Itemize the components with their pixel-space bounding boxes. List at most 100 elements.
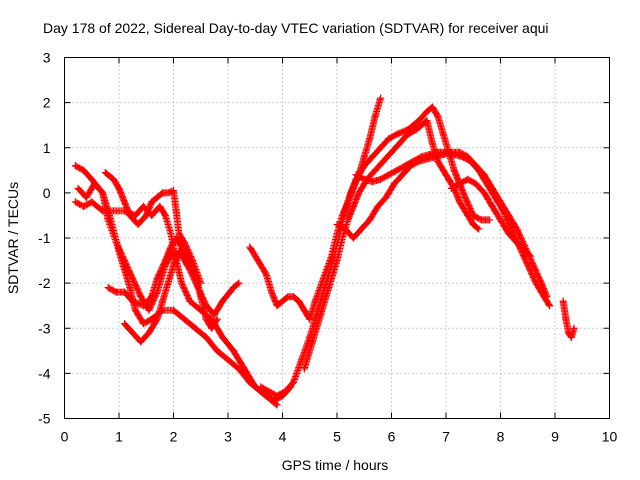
data-point xyxy=(219,297,227,305)
data-point xyxy=(153,315,161,323)
data-point xyxy=(279,297,286,305)
data-point xyxy=(126,211,134,219)
data-point xyxy=(110,207,118,215)
data-point xyxy=(355,189,363,197)
data-point xyxy=(546,302,554,310)
data-point xyxy=(170,187,177,195)
data-point xyxy=(235,279,243,287)
data-point xyxy=(71,162,79,170)
data-point xyxy=(442,148,450,156)
data-point xyxy=(480,189,488,197)
x-tick-label: 10 xyxy=(602,429,618,445)
series-arc-13 xyxy=(559,297,578,341)
data-point xyxy=(475,166,483,174)
data-point xyxy=(126,284,134,292)
data-point xyxy=(532,279,540,287)
data-point xyxy=(178,279,186,287)
y-tick-label: 3 xyxy=(43,50,51,66)
series-arc-6 xyxy=(120,248,221,346)
data-point xyxy=(142,211,150,219)
data-point xyxy=(268,288,276,296)
data-point xyxy=(300,306,308,314)
data-point xyxy=(464,211,472,219)
data-point xyxy=(456,180,464,188)
data-point xyxy=(505,229,513,237)
data-point xyxy=(360,175,368,183)
data-point xyxy=(120,288,128,296)
data-point xyxy=(338,234,346,242)
data-point xyxy=(450,151,458,159)
data-point xyxy=(273,401,281,409)
data-point xyxy=(164,279,172,287)
x-tick-label: 4 xyxy=(279,429,287,445)
data-point xyxy=(417,121,425,129)
data-point xyxy=(475,225,483,233)
data-point xyxy=(499,207,507,215)
data-point xyxy=(71,198,79,206)
data-point xyxy=(153,193,161,201)
plus-markers-arc-7 xyxy=(246,94,385,323)
data-point xyxy=(80,166,88,174)
data-point xyxy=(172,234,180,242)
series-arc-3 xyxy=(74,180,243,319)
data-point xyxy=(344,216,352,224)
series-arc-5 xyxy=(104,234,191,310)
data-point xyxy=(186,297,194,305)
data-point xyxy=(477,216,485,224)
data-point xyxy=(180,315,188,323)
data-point xyxy=(115,184,123,192)
data-point xyxy=(464,175,472,183)
y-axis-ticks: -5 -4 -3 -2 -1 0 1 2 3 xyxy=(38,50,610,427)
y-axis-label: SDTVAR / TECUs xyxy=(5,182,21,294)
data-point xyxy=(483,180,491,188)
data-point xyxy=(82,193,90,201)
data-point xyxy=(273,392,281,400)
series-arc-7 xyxy=(246,94,385,323)
data-point xyxy=(88,175,96,183)
data-point xyxy=(486,216,494,224)
data-point xyxy=(88,198,96,206)
x-tick-label: 6 xyxy=(388,429,396,445)
data-point xyxy=(164,189,172,197)
data-point xyxy=(262,270,270,278)
data-point xyxy=(186,257,194,265)
data-point xyxy=(219,333,227,341)
data-point xyxy=(358,225,366,233)
data-point xyxy=(148,198,156,206)
data-point xyxy=(540,293,548,301)
x-tick-label: 3 xyxy=(224,429,232,445)
data-point xyxy=(167,243,175,251)
data-point xyxy=(170,261,177,269)
data-point xyxy=(491,193,499,201)
data-point xyxy=(101,169,109,177)
data-point xyxy=(390,180,398,188)
data-point xyxy=(439,130,447,138)
data-point xyxy=(112,288,120,296)
data-point xyxy=(349,234,357,242)
data-point xyxy=(497,216,504,224)
data-point xyxy=(137,293,145,301)
data-point xyxy=(246,243,254,251)
data-point xyxy=(393,130,401,138)
series-arc-8 xyxy=(257,103,494,400)
data-point xyxy=(270,396,278,404)
data-point xyxy=(368,153,376,161)
data-markers xyxy=(71,94,578,409)
x-tick-label: 7 xyxy=(442,429,450,445)
data-point xyxy=(74,184,82,192)
data-point xyxy=(439,166,447,174)
data-point xyxy=(131,306,139,314)
data-point xyxy=(229,347,237,355)
data-point xyxy=(450,166,458,174)
data-point xyxy=(341,225,349,233)
data-point xyxy=(281,387,289,395)
data-point xyxy=(366,135,374,143)
data-point xyxy=(229,284,237,292)
data-point xyxy=(377,144,385,152)
data-point xyxy=(366,216,374,224)
data-point xyxy=(404,130,412,138)
data-point xyxy=(341,207,349,215)
data-point xyxy=(257,383,265,391)
data-point xyxy=(254,257,262,265)
data-point xyxy=(99,189,107,197)
